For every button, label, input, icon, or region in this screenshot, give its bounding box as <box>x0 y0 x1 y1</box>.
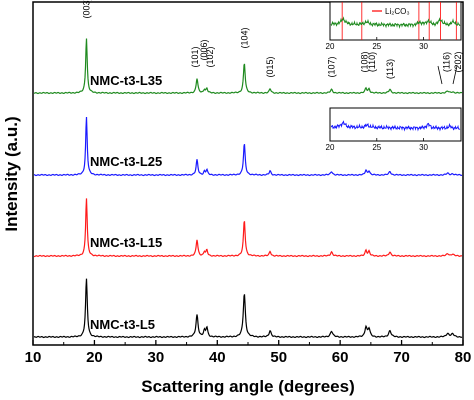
peak-label: (104) <box>239 27 249 48</box>
inset-tick-label: 25 <box>372 42 381 51</box>
inset-tick-label: 30 <box>419 42 428 51</box>
x-tick-label: 10 <box>25 349 42 366</box>
peak-label: (003) <box>81 0 91 19</box>
sample-label: NMC-t3-L15 <box>90 235 162 250</box>
peak-label: (202) <box>453 51 463 72</box>
inset-frame <box>329 1 462 41</box>
sample-label: NMC-t3-L25 <box>90 154 162 169</box>
trace-nmc-t3-l5 <box>33 278 463 339</box>
trace-nmc-t3-l15 <box>33 198 463 258</box>
x-axis: 10 20 30 40 50 60 70 80 <box>25 340 472 366</box>
peak-label: (101) <box>190 46 200 67</box>
x-tick-label: 30 <box>148 349 165 366</box>
insets: 20 25 30 Li₂CO₃ 20 25 30 <box>326 1 462 152</box>
trace-nmc-t3-l35 <box>33 38 463 95</box>
inset-1: 20 25 30 Li₂CO₃ <box>326 1 462 51</box>
peak-label: (113) <box>385 59 395 79</box>
sample-label: NMC-t3-L35 <box>90 73 162 88</box>
plot-frame <box>32 1 464 346</box>
legend-label: Li₂CO₃ <box>385 7 410 16</box>
peak-label: (108) <box>360 51 370 72</box>
inset-frame <box>329 107 462 142</box>
arrow-202 <box>452 65 458 85</box>
inset-tick-label: 20 <box>326 42 335 51</box>
peak-label: (110) <box>367 52 377 72</box>
y-axis-title: Intensity (a.u.) <box>2 116 21 231</box>
peak-label: (107) <box>327 56 337 77</box>
x-tick-label: 70 <box>393 349 410 366</box>
inset-legend: Li₂CO₃ <box>372 7 410 16</box>
x-axis-title: Scattering angle (degrees) <box>141 377 355 396</box>
inset-2: 20 25 30 <box>326 107 462 152</box>
inset-tick-label: 25 <box>372 143 381 152</box>
sample-labels: NMC-t3-L35 NMC-t3-L25 NMC-t3-L15 NMC-t3-L5 <box>90 73 162 332</box>
sample-label: NMC-t3-L5 <box>90 317 155 332</box>
x-tick-label: 60 <box>332 349 349 366</box>
peak-label: (006) <box>199 39 209 60</box>
x-tick-label: 80 <box>455 349 472 366</box>
peak-label: (015) <box>265 56 275 77</box>
inset-trace <box>330 120 461 132</box>
x-tick-label: 20 <box>86 349 103 366</box>
spectra-traces <box>33 38 463 339</box>
peak-label: (116) <box>441 52 451 72</box>
x-tick-label: 40 <box>209 349 226 366</box>
arrow-116 <box>437 65 443 85</box>
trace-nmc-t3-l25 <box>33 117 463 177</box>
x-tick-label: 50 <box>270 349 287 366</box>
inset-tick-label: 20 <box>326 143 335 152</box>
inset-tick-label: 30 <box>419 143 428 152</box>
inset-trace <box>330 16 461 29</box>
peak-labels: (003) (101)(006)(102) (104) (015) (107) (108)… <box>81 0 463 85</box>
peak-label: (102) <box>205 46 215 67</box>
